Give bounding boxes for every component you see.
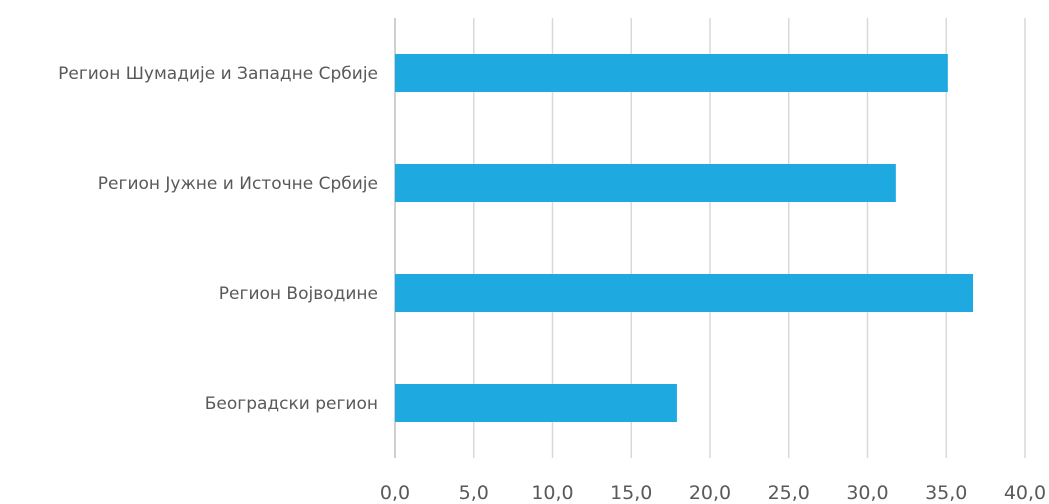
category-label: Регион Војводине — [219, 284, 378, 304]
x-tick-label: 20,0 — [689, 482, 731, 504]
bar — [395, 274, 974, 312]
bar — [395, 384, 677, 422]
category-labels: Регион Шумадије и Западне Србије Регион Ј… — [58, 64, 378, 414]
bar — [395, 54, 948, 92]
x-tick-label: 10,0 — [531, 482, 573, 504]
x-tick-label: 40,0 — [1004, 482, 1046, 504]
category-label: Регион Шумадије и Западне Србије — [58, 64, 378, 84]
x-tick-label: 5,0 — [459, 482, 489, 504]
x-tick-labels: 0,0 5,0 10,0 15,0 20,0 25,0 30,0 35,0 40,0 — [380, 482, 1046, 504]
bar — [395, 164, 896, 202]
x-tick-label: 35,0 — [925, 482, 967, 504]
x-tick-label: 25,0 — [768, 482, 810, 504]
x-tick-label: 30,0 — [846, 482, 888, 504]
category-label: Београдски регион — [205, 394, 378, 414]
x-tick-label: 15,0 — [610, 482, 652, 504]
category-label: Регион Јужне и Источне Србије — [98, 174, 378, 194]
x-tick-label: 0,0 — [380, 482, 410, 504]
bars — [395, 54, 974, 422]
